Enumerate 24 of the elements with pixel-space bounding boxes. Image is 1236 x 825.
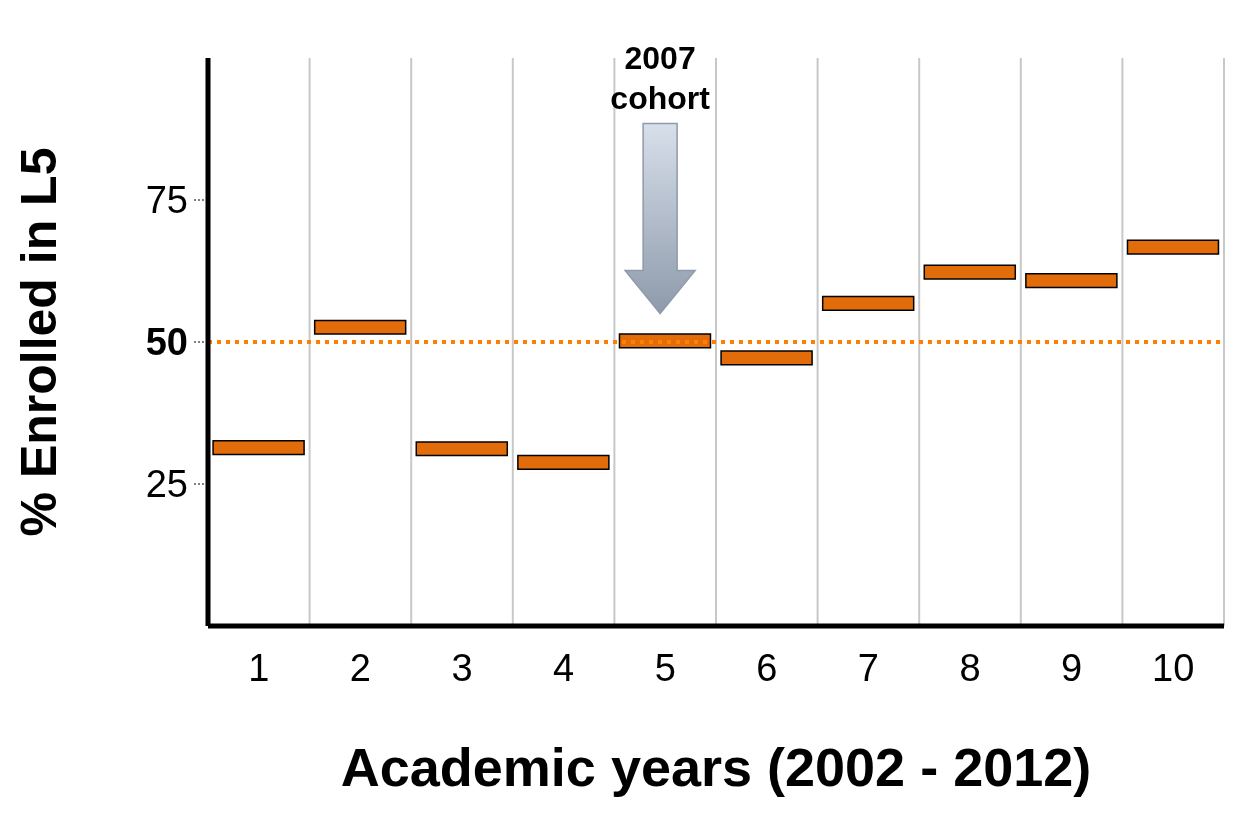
x-axis-title: Academic years (2002 - 2012) (340, 737, 1092, 797)
x-tick-label: 2 (349, 646, 371, 689)
x-tick-label: 9 (1061, 646, 1083, 689)
x-tick-label: 1 (248, 646, 270, 689)
y-tick-label: 75 (145, 179, 188, 221)
y-tick-label: 50 (145, 321, 188, 363)
y-tick-label: 25 (145, 463, 188, 505)
x-tick-label: 5 (654, 646, 676, 689)
y-axis-title: % Enrolled in L5 (10, 147, 67, 537)
x-tick-label: 7 (857, 646, 879, 689)
bar (720, 350, 813, 366)
annotation: 2007 cohort (610, 39, 711, 116)
x-tick-label: 6 (756, 646, 778, 689)
bar (923, 264, 1017, 280)
x-tick-label: 3 (451, 646, 473, 689)
bar (1126, 239, 1220, 255)
x-tick-label: 10 (1152, 646, 1195, 689)
bar (415, 441, 509, 457)
bar (517, 454, 610, 470)
bar (1025, 273, 1118, 289)
x-tick-label: 4 (553, 646, 575, 689)
bar (313, 319, 407, 335)
bar (821, 295, 915, 311)
x-tick-label: 8 (959, 646, 981, 689)
